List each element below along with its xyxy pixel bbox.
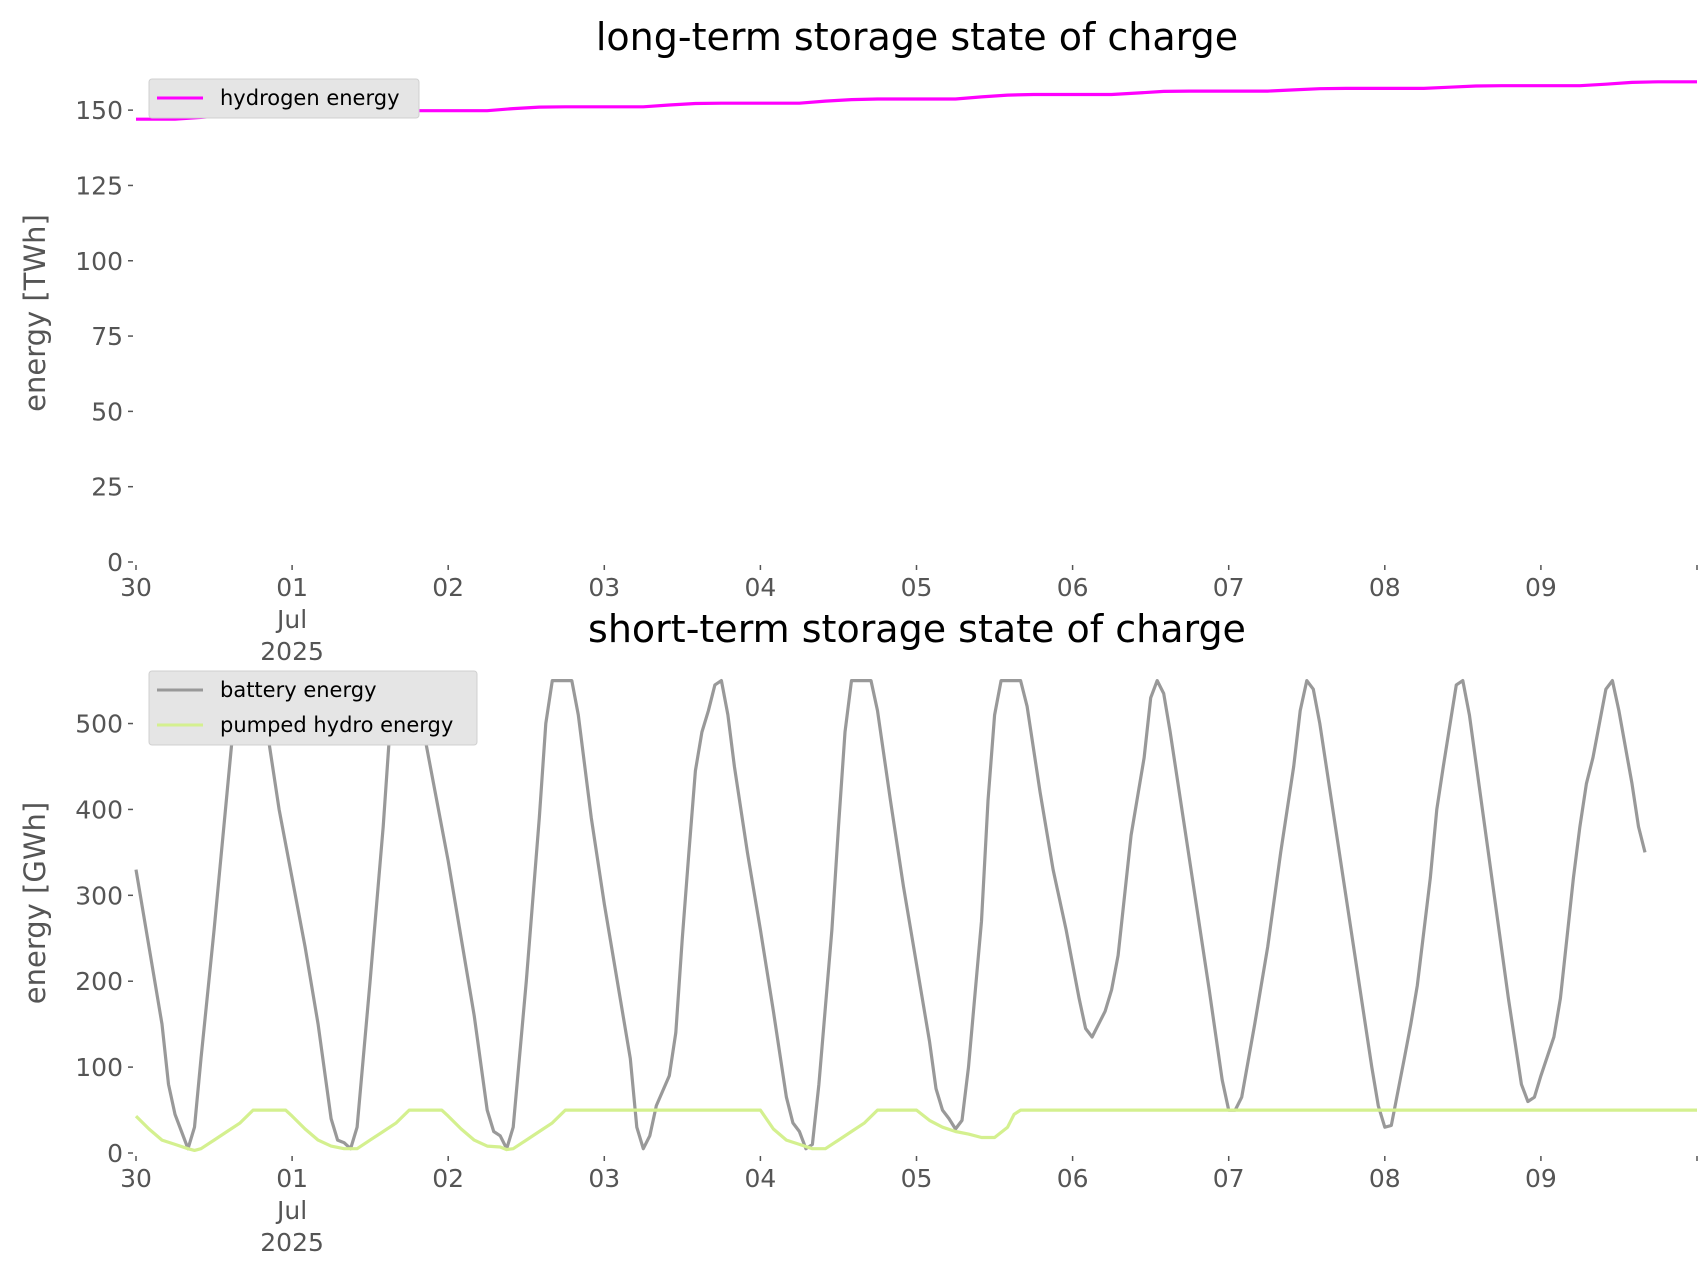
short-term-y-ticks: 0 100 200 300 400 500 (75, 710, 133, 1168)
legend-label-battery: battery energy (220, 678, 377, 702)
short-term-legend-box (148, 670, 478, 746)
short-term-x-tick-label: 05 (901, 1164, 933, 1193)
short-term-y-tick-label: 400 (75, 795, 123, 824)
long-term-legend: hydrogen energy (148, 78, 420, 119)
long-term-x-tick-label: 05 (901, 573, 933, 602)
short-term-x-tick-label: 30 (120, 1164, 152, 1193)
series-line-pumped-hydro-energy (134, 1108, 1697, 1152)
long-term-x-tick-label: 06 (1057, 573, 1089, 602)
short-term-chart: short-term storage state of charge energ… (18, 607, 1698, 1257)
long-term-y-tick-label: 0 (107, 548, 123, 577)
short-term-x-tick-sublabel: 2025 (260, 1228, 324, 1257)
long-term-x-tick-sublabel: Jul (275, 605, 307, 634)
short-term-y-axis-label: energy [GWh] (18, 802, 52, 1004)
long-term-chart: long-term storage state of charge energy… (18, 15, 1698, 666)
long-term-x-tick-label: 09 (1525, 573, 1557, 602)
long-term-x-tick-sublabel: 2025 (260, 637, 324, 666)
short-term-x-tick-label: 06 (1057, 1164, 1089, 1193)
long-term-y-tick-label: 125 (75, 171, 123, 200)
short-term-x-tick-label: 04 (744, 1164, 776, 1193)
long-term-x-ticks: 30 01 Jul 2025 02 03 04 05 06 07 08 09 (120, 565, 1698, 666)
long-term-legend-box (148, 78, 420, 119)
legend-label-hydrogen: hydrogen energy (220, 86, 400, 110)
short-term-x-tick-label: 01 (276, 1164, 308, 1193)
short-term-x-tick-label: 03 (588, 1164, 620, 1193)
long-term-y-tick-label: 75 (91, 322, 123, 351)
short-term-legend: battery energy pumped hydro energy (148, 670, 478, 746)
long-term-x-tick-label: 07 (1213, 573, 1245, 602)
short-term-chart-title: short-term storage state of charge (588, 607, 1246, 651)
short-term-x-tick-label: 07 (1213, 1164, 1245, 1193)
short-term-y-tick-label: 100 (75, 1053, 123, 1082)
short-term-y-tick-label: 0 (107, 1139, 123, 1168)
long-term-chart-title: long-term storage state of charge (596, 15, 1238, 59)
long-term-x-tick-label: 02 (432, 573, 464, 602)
short-term-x-tick-label: 08 (1369, 1164, 1401, 1193)
short-term-y-tick-label: 200 (75, 967, 123, 996)
long-term-y-tick-label: 25 (91, 473, 123, 502)
short-term-x-tick-sublabel: Jul (275, 1196, 307, 1225)
long-term-y-ticks: 0 25 50 75 100 125 150 (75, 96, 133, 577)
long-term-x-tick-label: 08 (1369, 573, 1401, 602)
long-term-x-tick-label: 30 (120, 573, 152, 602)
long-term-x-tick-label: 04 (744, 573, 776, 602)
long-term-y-axis-label: energy [TWh] (18, 214, 52, 412)
long-term-x-tick-label: 03 (588, 573, 620, 602)
short-term-x-tick-label: 02 (432, 1164, 464, 1193)
short-term-y-tick-label: 300 (75, 881, 123, 910)
short-term-x-tick-label: 09 (1525, 1164, 1557, 1193)
long-term-y-tick-label: 150 (75, 96, 123, 125)
short-term-x-ticks: 30 01 Jul 2025 02 03 04 05 06 07 08 09 (120, 1156, 1698, 1257)
long-term-y-tick-label: 50 (91, 397, 123, 426)
short-term-y-tick-label: 500 (75, 710, 123, 739)
series-line-battery-energy (134, 679, 1647, 1151)
long-term-x-tick-label: 01 (276, 573, 308, 602)
short-term-series-lines (134, 679, 1697, 1152)
legend-label-pumped-hydro: pumped hydro energy (220, 713, 453, 737)
long-term-y-tick-label: 100 (75, 247, 123, 276)
